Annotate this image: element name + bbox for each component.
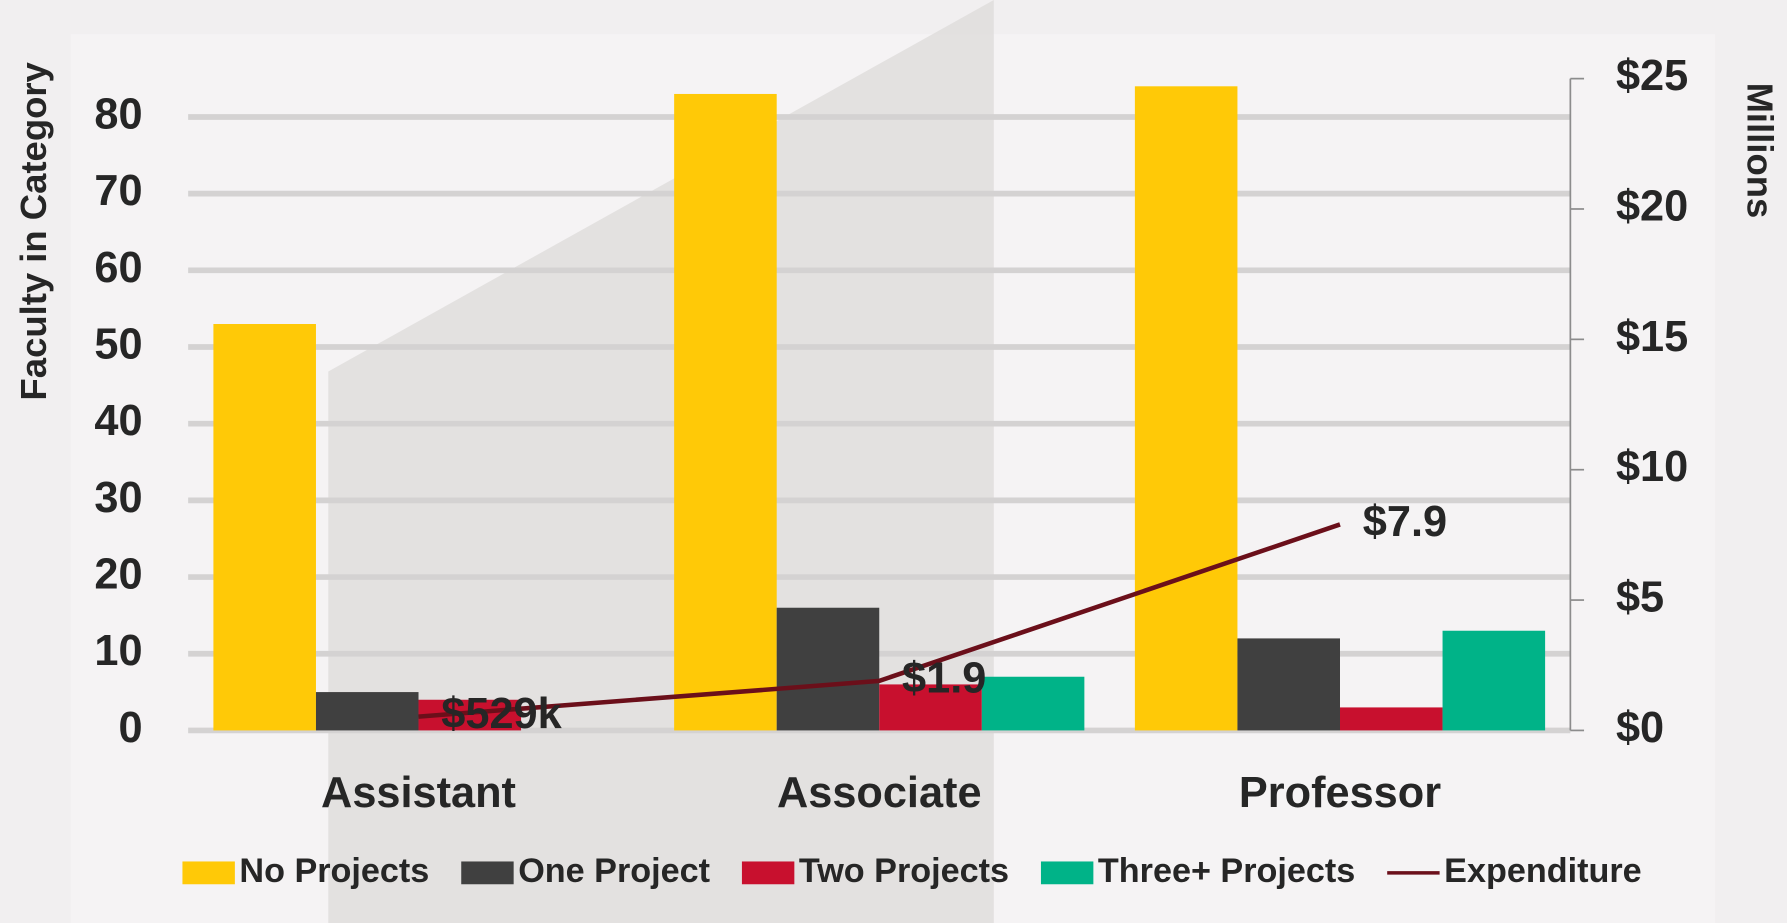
legend-label: Three+ Projects xyxy=(1098,852,1355,890)
legend-swatch xyxy=(182,861,235,885)
y-tick-label: 0 xyxy=(118,704,142,752)
legend-label: Two Projects xyxy=(799,852,1009,890)
value-label: $1.9 xyxy=(902,654,986,702)
y2-tick-label: $25 xyxy=(1616,52,1688,100)
y-tick-label: 20 xyxy=(94,550,142,598)
legend-label: Expenditure xyxy=(1444,852,1641,890)
y-tick-label: 40 xyxy=(94,397,142,445)
y2-axis-title: Millions xyxy=(1740,83,1781,219)
y-tick-label: 30 xyxy=(94,474,142,522)
y2-tick-label: $15 xyxy=(1616,313,1688,361)
bar xyxy=(1339,707,1443,731)
value-label: $529k xyxy=(441,690,562,738)
value-label: $7.9 xyxy=(1363,498,1447,546)
y2-tick-label: $20 xyxy=(1616,182,1688,230)
bar xyxy=(1442,630,1546,731)
bar xyxy=(981,676,1085,731)
x-tick-label: Assistant xyxy=(321,769,516,817)
bar xyxy=(1134,86,1238,731)
y2-tick-label: $5 xyxy=(1616,574,1664,622)
y2-tick-label: $10 xyxy=(1616,443,1688,491)
bar xyxy=(879,684,982,731)
y-tick-label: 70 xyxy=(94,167,142,215)
y-axis-title: Faculty in Category xyxy=(13,61,54,400)
bar xyxy=(674,93,777,731)
line xyxy=(418,522,1341,719)
x-tick-label: Professor xyxy=(1239,769,1441,817)
y-tick-label: 60 xyxy=(94,244,142,292)
legend-label: No Projects xyxy=(239,852,429,890)
bar xyxy=(213,324,316,731)
y-tick-label: 80 xyxy=(94,90,142,138)
x-tick-label: Associate xyxy=(777,769,982,817)
legend-swatch xyxy=(461,861,514,885)
legend-swatch xyxy=(741,861,795,885)
y-tick-label: 10 xyxy=(94,627,142,675)
y2-tick-label: $0 xyxy=(1616,704,1664,752)
legend-label: One Project xyxy=(518,852,710,890)
bar xyxy=(315,692,419,731)
bar xyxy=(1237,638,1340,731)
y-tick-label: 50 xyxy=(94,320,142,368)
bar xyxy=(776,607,880,731)
legend-swatch xyxy=(1040,861,1094,885)
